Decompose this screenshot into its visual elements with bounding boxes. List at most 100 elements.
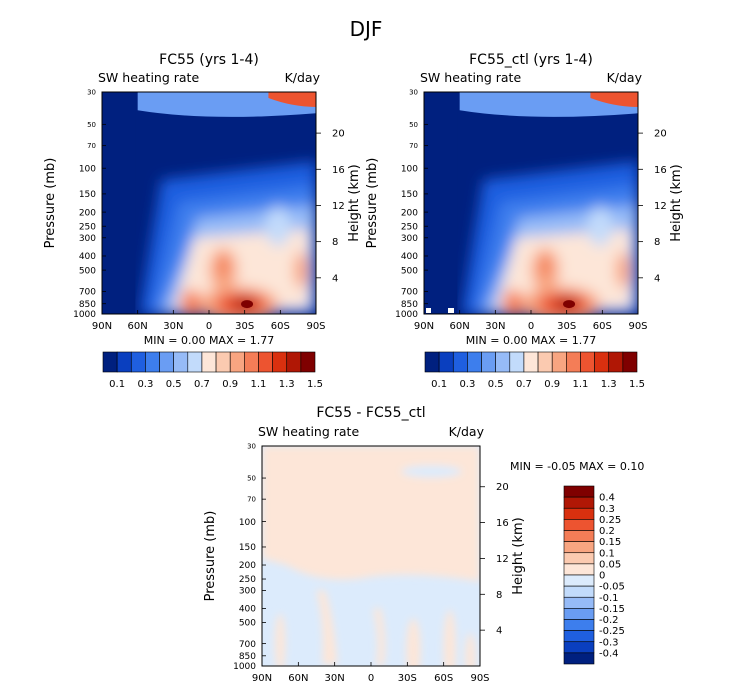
field-blob-500mb-core — [217, 256, 230, 277]
figure-title: DJF — [350, 17, 383, 41]
colorbar-swatch — [563, 652, 595, 665]
field-positive-streak — [316, 590, 338, 665]
y-tick-label: 30 — [247, 443, 256, 451]
y-tick-label: 500 — [401, 266, 418, 276]
y-right-tick-label: 16 — [654, 165, 667, 176]
panel-subtitle-left: SW heating rate — [258, 424, 359, 439]
min-max-label: MIN = 0.00 MAX = 1.77 — [144, 334, 274, 347]
colorbar-swatch — [608, 351, 624, 373]
colorbar-label: 0.1 — [109, 379, 125, 390]
field-strat-max — [268, 92, 316, 107]
colorbar-label: 0.1 — [431, 379, 447, 390]
colorbar-swatch — [187, 351, 203, 373]
y-tick-label: 700 — [239, 640, 256, 650]
x-tick-label: 90S — [628, 321, 647, 332]
panel-title: FC55_ctl (yrs 1-4) — [469, 52, 593, 68]
colorbar-label: -0.25 — [599, 626, 625, 637]
colorbar-swatch — [424, 351, 440, 373]
y-tick-label: 200 — [239, 561, 256, 571]
y-tick-label: 70 — [409, 142, 418, 150]
colorbar-swatch — [130, 351, 146, 373]
field-strat-max — [590, 92, 638, 107]
colorbar-swatch — [244, 351, 259, 373]
colorbar-swatch — [300, 351, 316, 373]
y-tick-label: 100 — [79, 164, 96, 174]
colorbar-label: 0.5 — [488, 379, 504, 390]
colorbar-swatch — [201, 351, 217, 373]
field-band-warm — [495, 228, 631, 312]
x-tick-label: 60N — [128, 321, 148, 332]
colorbar-label: 0.2 — [599, 526, 615, 537]
y-tick-label: 700 — [79, 288, 96, 298]
field-positive-cell — [406, 618, 421, 666]
x-tick-label: 60N — [450, 321, 470, 332]
x-tick-label: 0 — [528, 321, 534, 332]
y-right-tick-label: 12 — [654, 201, 667, 212]
y-tick-label: 500 — [239, 619, 256, 629]
panel-difference: FC55 - FC55_ctl SW heating rate K/day 30 50 7… — [203, 405, 644, 684]
colorbar-label: -0.3 — [599, 637, 619, 648]
y-tick-label: 250 — [239, 575, 256, 585]
field-polar-night — [102, 92, 136, 314]
y-tick-label: 850 — [79, 300, 96, 310]
min-max-label: MIN = 0.00 MAX = 1.77 — [466, 334, 596, 347]
colorbar-swatch — [563, 519, 595, 531]
x-tick-label: 30N — [325, 673, 345, 684]
colorbar-label: 1.3 — [601, 379, 617, 390]
panel-fc55-ctl: FC55_ctl (yrs 1-4) SW heating rate K/day 30… — [365, 52, 684, 390]
panel-subtitle-left: SW heating rate — [98, 70, 199, 85]
x-tick-label: 90N — [252, 673, 272, 684]
x-tick-label: 0 — [206, 321, 212, 332]
colorbar-swatch — [495, 351, 511, 373]
y-tick-label: 30 — [409, 89, 418, 97]
y-tick-label: 50 — [409, 121, 418, 129]
colorbar-swatch — [509, 351, 525, 373]
colorbar-swatch — [467, 351, 482, 373]
y-tick-label: 300 — [239, 587, 256, 597]
colorbar-swatch — [145, 351, 160, 373]
panel-fc55: FC55 (yrs 1-4) SW heating rate K/day 30 50 70… — [43, 52, 362, 390]
field-blob-15n — [181, 289, 202, 314]
y-right-tick-label: 8 — [496, 590, 502, 601]
colorbar-label: 1.5 — [629, 379, 645, 390]
y-right-axis-label: Height (km) — [347, 164, 362, 241]
x-tick-label: 60S — [271, 321, 290, 332]
y-tick-label: 1000 — [395, 310, 418, 320]
y-right-tick-label: 4 — [496, 626, 502, 637]
panel-subtitle-left: SW heating rate — [420, 70, 521, 85]
field-missing-cell — [448, 308, 454, 313]
x-tick-label: 90S — [306, 321, 325, 332]
colorbar-label: 0.05 — [599, 559, 621, 570]
colorbar-label: -0.15 — [599, 604, 625, 615]
y-tick-label: 400 — [239, 605, 256, 615]
x-tick-label: 90N — [414, 321, 434, 332]
x-tick-label: 30S — [398, 673, 417, 684]
y-tick-label: 250 — [79, 222, 96, 232]
colorbar-label: 0.5 — [166, 379, 182, 390]
colorbar-label: 1.1 — [573, 379, 589, 390]
colorbar-label: 0.7 — [194, 379, 210, 390]
colorbar-swatch — [102, 351, 118, 373]
colorbar-swatch — [258, 351, 273, 373]
colorbar-label: 0.3 — [459, 379, 475, 390]
y-tick-label: 50 — [87, 121, 96, 129]
y-right-tick-label: 4 — [654, 273, 660, 284]
field-missing-cell — [426, 308, 431, 313]
y-tick-label: 200 — [401, 208, 418, 218]
y-tick-label: 70 — [87, 142, 96, 150]
colorbar-swatch — [622, 351, 638, 373]
colorbar-swatch — [563, 496, 595, 509]
colorbar-swatch — [116, 351, 132, 373]
x-tick-label: 30S — [557, 321, 576, 332]
colorbar-label: 0.3 — [599, 504, 615, 515]
y-right-tick-label: 8 — [654, 237, 660, 248]
colorbar-swatch — [563, 630, 595, 643]
x-tick-label: 90S — [470, 673, 489, 684]
y-right-tick-label: 12 — [496, 554, 509, 565]
y-right-tick-label: 4 — [332, 273, 338, 284]
panel-subtitle-right: K/day — [449, 424, 485, 439]
colorbar-label: -0.2 — [599, 615, 619, 626]
colorbar-swatch — [563, 596, 595, 609]
colorbar-swatch — [215, 351, 231, 373]
